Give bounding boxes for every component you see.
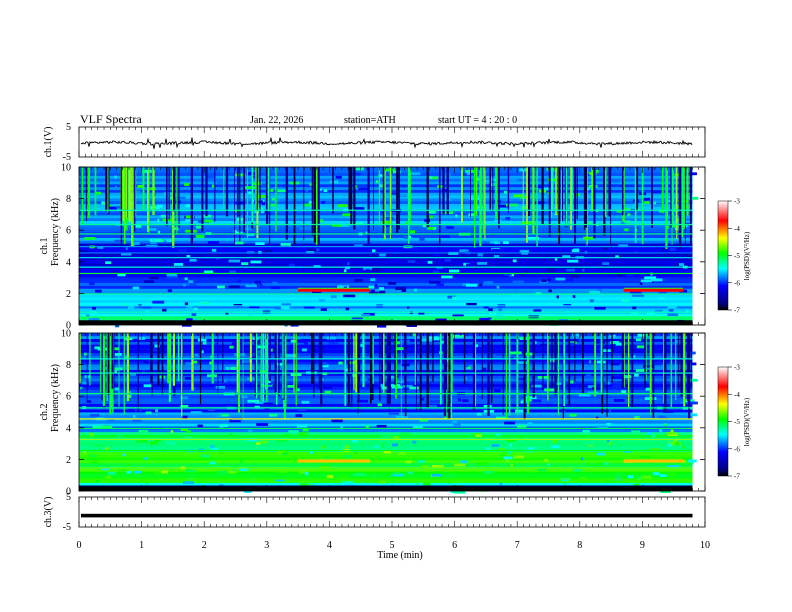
ch3-waveform-ylabel: ch.3(V) [43,497,54,528]
ch2-freq-tick-label: 2 [66,455,71,466]
colorbar-tick-label: -3 [734,198,740,206]
ch2-spectrogram-panel: 0 2 4 6 8 10 ch.2 Frequency (kHz) [39,329,706,498]
ch3-ytick-top: 5 [66,492,71,503]
ch2-colorbar: -3 -4 -5 -6 -7 log(PSD)(V²/Hz) [717,364,751,481]
time-tick-label: 10 [700,540,710,551]
ch2-spectrogram-ylabel: Frequency (kHz) [50,364,61,432]
colorbar-tick-label: -5 [734,252,740,260]
ch1-spectrogram-image [79,167,699,328]
ch2-freq-tick-label: 0 [66,487,71,498]
ch1-waveform-trace [80,137,693,149]
ch3-ytick-bottom: -5 [63,522,71,533]
ch1-waveform-panel: 5 -5 ch.1(V) [43,122,706,163]
ch3-waveform-trace [81,513,693,518]
time-tick-label: 6 [452,540,457,551]
time-tick-label: 7 [515,540,520,551]
ch2-freq-tick-label: 8 [66,360,71,371]
ch1-freq-tick-label: 2 [66,289,71,300]
time-tick-label: 1 [139,540,144,551]
ch1-freq-tick-label: 10 [61,163,71,174]
ch2-spectrogram-channel-label: ch.2 [39,404,50,421]
ch1-freq-tick-label: 6 [66,226,71,237]
colorbar-tick-label: -6 [734,279,740,287]
ch2-spectrogram-image [79,333,698,494]
colorbar-tick-label: -7 [734,473,740,481]
date-label: Jan. 22, 2026 [250,115,303,126]
colorbar-tick-label: -5 [734,418,740,426]
figure-title: VLF Spectra [80,112,142,126]
ch1-freq-tick-label: 4 [66,257,71,268]
ch2-colorbar-label: log(PSD)(V²/Hz) [743,397,751,446]
ch2-freq-tick-label: 10 [61,329,71,340]
colorbar-tick-label: -7 [734,307,740,315]
ch1-ytick-bottom: -5 [63,152,71,163]
colorbar-tick-label: -4 [734,391,740,399]
ch1-ytick-top: 5 [66,122,71,133]
colorbar-tick-label: -6 [734,445,740,453]
time-tick-label: 3 [264,540,269,551]
ch2-freq-tick-label: 6 [66,392,71,403]
time-tick-label: 8 [577,540,582,551]
time-axis: 0 1 2 3 4 5 6 7 8 9 10 [77,127,710,551]
time-tick-label: 5 [390,540,395,551]
ch1-waveform-ylabel: ch.1(V) [43,127,54,158]
colorbar-tick-label: -4 [734,225,740,233]
colorbar-tick-label: -3 [734,364,740,372]
ch1-spectrogram-panel: 0 2 4 6 8 10 ch.1 Frequency (kHz) [39,163,706,332]
ch1-colorbar-label: log(PSD)(V²/Hz) [743,231,751,280]
ch1-colorbar: -3 -4 -5 -6 -7 log(PSD)(V²/Hz) [717,198,751,315]
ch1-spectrogram-channel-label: ch.1 [39,238,50,255]
start-ut-label: start UT = 4 : 20 : 0 [438,115,517,126]
ch1-spectrogram-ylabel: Frequency (kHz) [50,198,61,266]
time-tick-label: 9 [640,540,645,551]
ch3-waveform-panel: 5 -5 ch.3(V) [43,492,706,533]
station-label: station=ATH [344,115,396,126]
ch1-freq-tick-label: 8 [66,194,71,205]
time-tick-label: 2 [202,540,207,551]
time-axis-label: Time (min) [377,550,422,561]
ch1-freq-tick-label: 0 [66,321,71,332]
time-tick-label: 4 [327,540,332,551]
time-tick-label: 0 [77,540,82,551]
ch2-freq-tick-label: 4 [66,423,71,434]
